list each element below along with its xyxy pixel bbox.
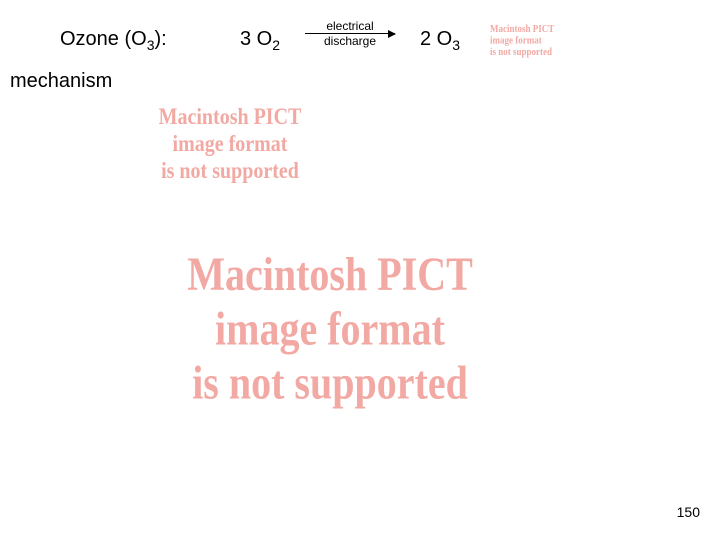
page-number: 150	[677, 504, 700, 520]
product: 2 O3	[420, 28, 460, 53]
ozone-post: ):	[155, 28, 167, 50]
pict-line3: is not supported	[490, 47, 554, 58]
arrow-line	[305, 33, 395, 34]
arrow-bottom-label: discharge	[300, 35, 400, 47]
product-sub: 3	[452, 37, 460, 53]
equation-row: Ozone (O3): 3 O2 electrical discharge 2 …	[0, 20, 720, 70]
pict-line3: is not supported	[90, 356, 570, 410]
ozone-sub: 3	[147, 37, 155, 53]
pict-error-small: Macintosh PICT image format is not suppo…	[490, 24, 554, 58]
reaction-arrow: electrical discharge	[300, 20, 400, 47]
pict-line2: image format	[90, 302, 570, 356]
mechanism-label: mechanism	[10, 70, 112, 93]
pict-line2: image format	[80, 131, 380, 158]
pict-line1: Macintosh PICT	[90, 248, 570, 302]
pict-line3: is not supported	[80, 158, 380, 185]
arrow-top-label: electrical	[300, 20, 400, 32]
pict-error-medium: Macintosh PICT image format is not suppo…	[80, 104, 380, 185]
reactant-sub: 2	[272, 37, 280, 53]
ozone-pre: Ozone (O	[60, 28, 147, 50]
ozone-label: Ozone (O3):	[60, 28, 167, 53]
reactant: 3 O2	[240, 28, 280, 53]
pict-error-large: Macintosh PICT image format is not suppo…	[90, 248, 570, 411]
product-coef: 2 O	[420, 28, 452, 50]
pict-line1: Macintosh PICT	[80, 104, 380, 131]
reactant-coef: 3 O	[240, 28, 272, 50]
